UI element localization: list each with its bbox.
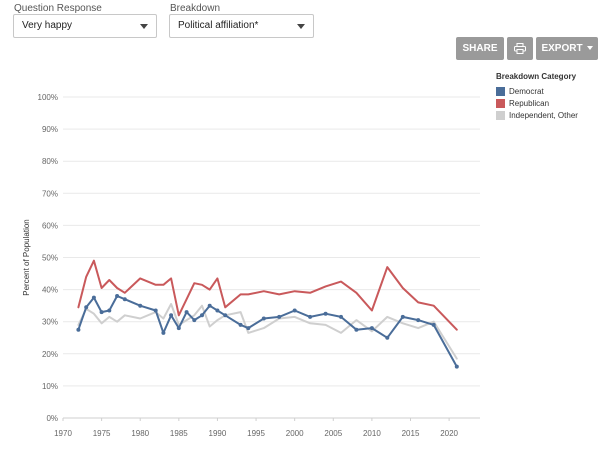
y-axis-label: Percent of Population <box>22 219 31 296</box>
data-point <box>308 314 313 319</box>
x-tick-label: 1980 <box>131 429 149 438</box>
printer-icon <box>514 42 526 54</box>
breakdown-label: Breakdown <box>170 3 221 14</box>
data-point <box>122 297 127 302</box>
question-response-select[interactable]: Very happy <box>13 14 157 38</box>
series-line-democrat <box>77 295 458 368</box>
data-point <box>246 326 251 331</box>
data-point <box>99 310 104 315</box>
data-point <box>215 308 220 313</box>
x-tick-label: 1995 <box>247 429 265 438</box>
question-response-value: Very happy <box>22 20 73 31</box>
data-point <box>339 314 343 319</box>
breakdown-select[interactable]: Political affiliation* <box>169 14 314 38</box>
series-line-independent-other <box>77 303 458 360</box>
y-tick-label: 90% <box>42 125 58 134</box>
x-tick-label: 2020 <box>440 429 458 438</box>
data-point <box>115 294 120 298</box>
y-tick-label: 60% <box>42 221 58 230</box>
data-point <box>84 305 89 310</box>
chart-legend: Breakdown Category Democrat Republican Ind… <box>496 72 578 121</box>
y-tick-label: 50% <box>42 254 58 263</box>
data-point <box>76 327 81 332</box>
x-tick-label: 1970 <box>54 429 72 438</box>
x-tick-label: 2000 <box>286 429 304 438</box>
x-tick-label: 2005 <box>324 429 342 438</box>
data-point <box>169 313 174 318</box>
chevron-down-icon <box>140 24 148 29</box>
y-tick-label: 80% <box>42 157 58 166</box>
data-point <box>200 313 204 318</box>
y-tick-label: 20% <box>42 350 58 359</box>
question-response-label: Question Response <box>14 3 102 14</box>
data-point <box>261 316 266 321</box>
breakdown-value: Political affiliation* <box>178 20 259 31</box>
print-button[interactable] <box>507 37 533 60</box>
x-tick-label: 2010 <box>363 429 381 438</box>
y-tick-label: 0% <box>46 414 58 423</box>
data-point <box>107 308 112 313</box>
data-point <box>91 295 96 300</box>
legend-swatch <box>496 86 505 96</box>
legend-label: Republican <box>509 98 550 108</box>
x-tick-label: 1975 <box>93 429 111 438</box>
data-point <box>292 308 297 313</box>
export-button[interactable]: EXPORT <box>536 37 598 60</box>
legend-title: Breakdown Category <box>496 72 577 81</box>
legend-item[interactable]: Independent, Other <box>496 109 578 121</box>
export-label: EXPORT <box>541 43 583 54</box>
chevron-down-icon <box>297 24 305 29</box>
legend-item[interactable]: Republican <box>496 97 578 109</box>
legend-label: Democrat <box>509 86 544 96</box>
data-point <box>238 322 243 327</box>
y-tick-label: 70% <box>42 189 58 198</box>
line-chart: 0% 10% 20% 30% 40% 50% 60% 70% 80% 90% 100% 1970 197… <box>22 93 480 438</box>
data-point <box>161 330 166 335</box>
y-tick-label: 10% <box>42 382 58 391</box>
data-point <box>354 327 359 332</box>
data-point <box>223 313 228 318</box>
y-tick-label: 30% <box>42 318 58 327</box>
data-point <box>207 303 212 308</box>
data-point <box>400 314 405 319</box>
data-point <box>416 318 421 323</box>
y-tick-label: 100% <box>38 93 58 102</box>
legend-item[interactable]: Democrat <box>496 85 578 97</box>
x-tick-label: 2015 <box>402 429 420 438</box>
data-point <box>176 326 181 331</box>
data-point <box>385 335 390 340</box>
data-point <box>431 322 436 327</box>
legend-swatch <box>496 98 505 108</box>
data-point <box>323 311 328 316</box>
x-tick-label: 1990 <box>209 429 227 438</box>
data-point <box>184 310 189 315</box>
legend-swatch <box>496 110 505 120</box>
data-point <box>192 318 197 323</box>
x-tick-label: 1985 <box>170 429 188 438</box>
share-button[interactable]: SHARE <box>456 37 504 60</box>
chevron-down-icon <box>586 46 593 51</box>
data-point <box>277 314 282 319</box>
data-point <box>153 308 158 313</box>
data-point <box>454 364 459 369</box>
y-tick-label: 40% <box>42 286 58 295</box>
series-line-republican <box>77 259 458 331</box>
legend-label: Independent, Other <box>509 110 578 120</box>
data-point <box>369 326 374 331</box>
data-point <box>138 303 143 308</box>
